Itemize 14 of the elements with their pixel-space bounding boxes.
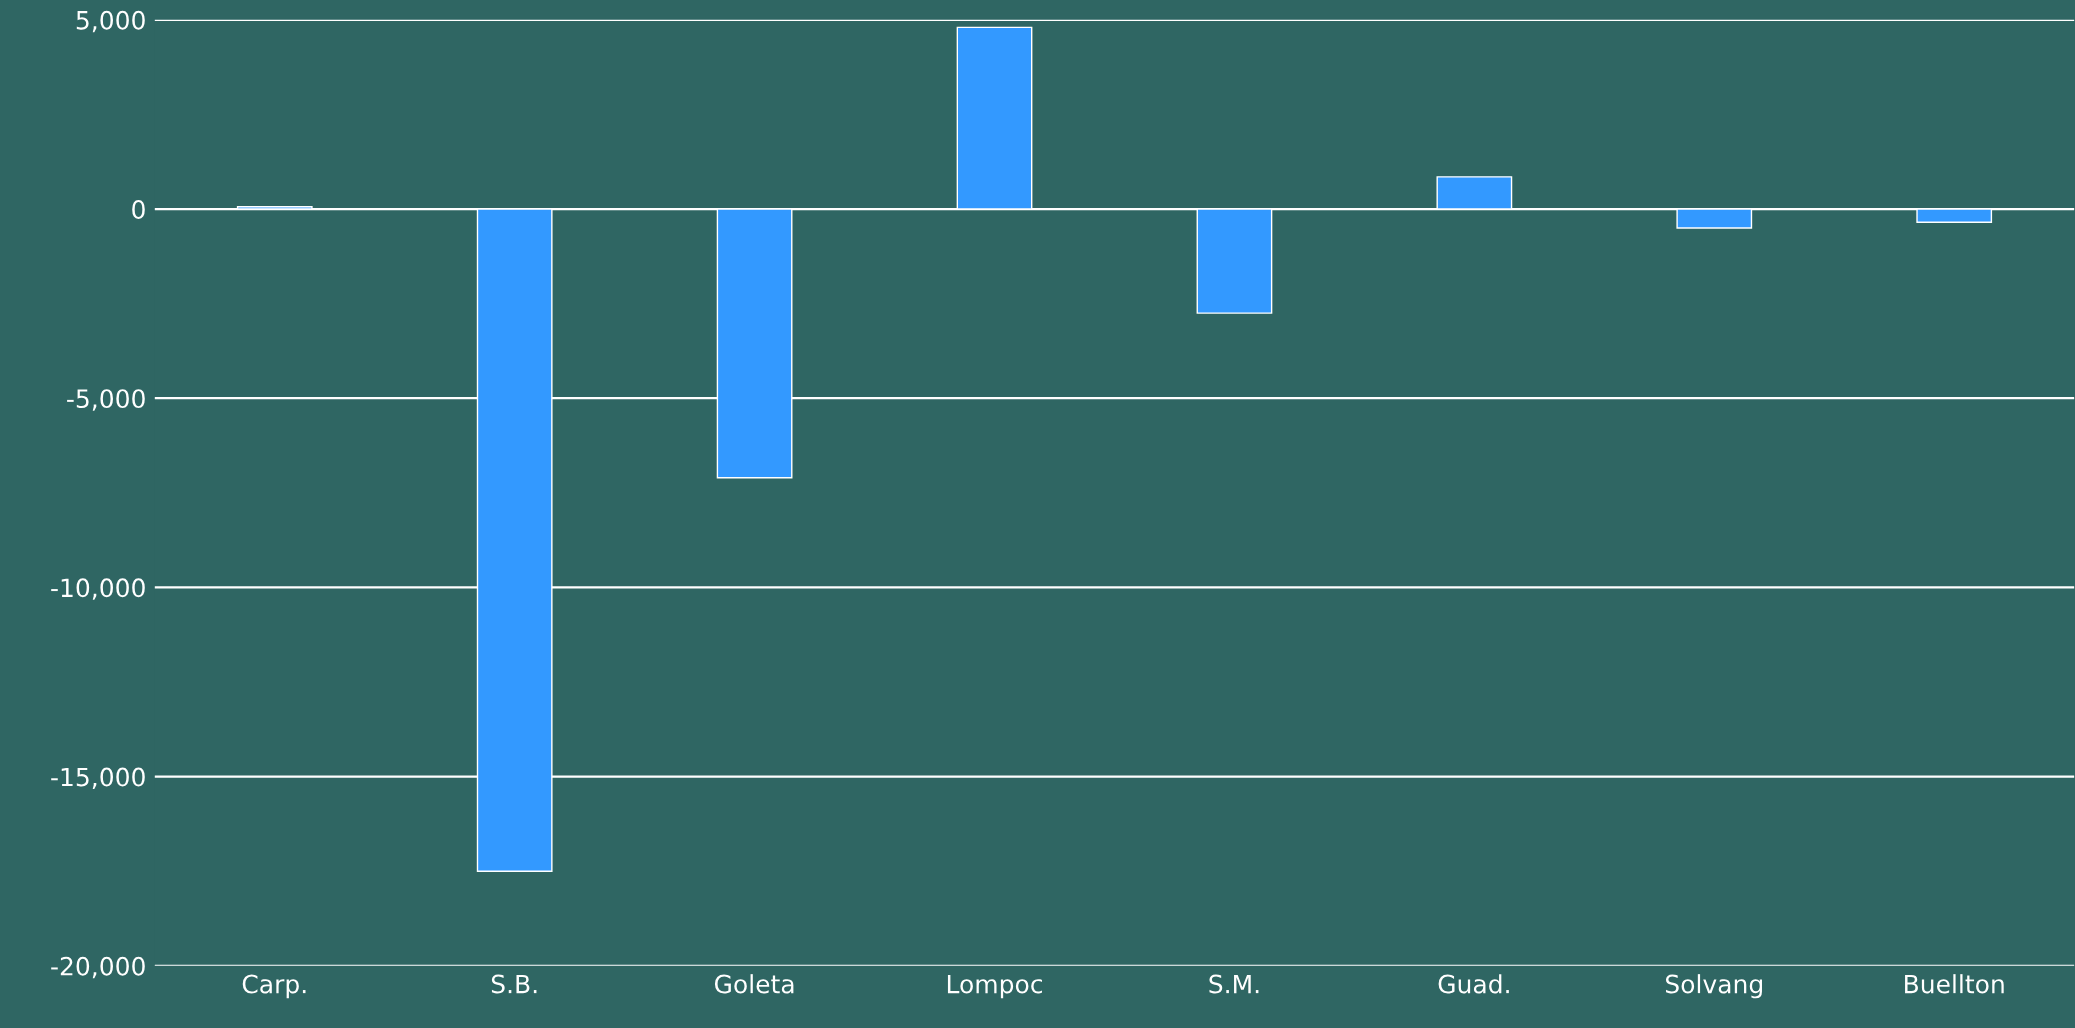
x-tick-label: Guad. [1438, 974, 1509, 994]
y-tick-label: 0 [132, 199, 145, 219]
x-tick-label: Goleta [714, 974, 794, 994]
y-tick-label: -10,000 [51, 578, 145, 600]
y-tick-label: -20,000 [51, 956, 145, 979]
y-tick-label: 5,000 [76, 10, 145, 33]
x-tick-label: S.B. [491, 974, 537, 994]
x-tick-label: Solvang [1665, 974, 1762, 999]
x-tick-label: Carp. [242, 974, 306, 999]
x-tick-label: Lompoc [947, 974, 1042, 999]
y-tick-label: -15,000 [51, 767, 145, 790]
y-tick-label: -5,000 [67, 389, 145, 411]
x-tick-label: S.M. [1209, 974, 1259, 994]
x-tick-label: Buellton [1905, 974, 2004, 994]
